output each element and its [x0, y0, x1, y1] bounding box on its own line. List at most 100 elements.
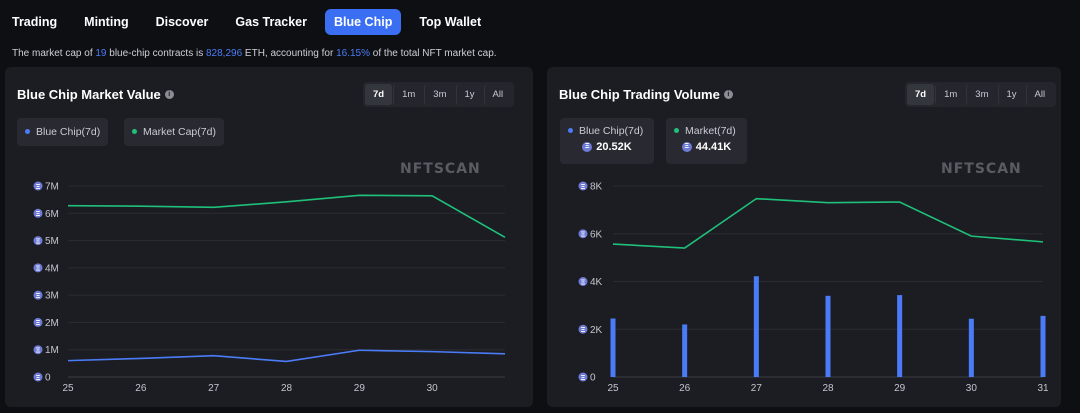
range-7d-button[interactable]: 7d [365, 84, 393, 105]
eth-icon [33, 372, 43, 382]
legend-dot [25, 128, 30, 134]
range-3m-button[interactable]: 3m [966, 84, 996, 105]
panel-title: Blue Chip Trading Volume i [559, 87, 733, 102]
nav-tab-blue-chip[interactable]: Blue Chip [325, 9, 402, 35]
eth-icon [33, 345, 43, 355]
eth-icon [578, 372, 588, 382]
legend-dot [568, 127, 573, 133]
volume-bar [968, 318, 974, 377]
eth-icon [578, 229, 588, 239]
y-tick-label: 4M [45, 263, 59, 274]
eth-icon: Ξ [581, 375, 586, 382]
blue-chip-summary: The market cap of 19 blue-chip contracts… [12, 48, 497, 59]
time-range-selector: 7d 1m 3m 1y All [905, 82, 1057, 107]
legend-market-cap[interactable]: Market Cap(7d) [124, 118, 224, 146]
legend-value: 20.52K [596, 141, 632, 153]
volume-bar [1040, 315, 1046, 377]
y-tick-label: 8K [590, 182, 603, 193]
eth-icon: Ξ [582, 142, 593, 152]
y-tick-label: 6M [45, 209, 59, 220]
info-icon[interactable]: i [164, 90, 174, 99]
volume-bar [753, 276, 759, 377]
y-tick-label: 5M [45, 236, 59, 247]
legend-blue-chip[interactable]: Blue Chip(7d) [17, 118, 109, 146]
top-nav: Trading Minting Discover Gas Tracker Blue Ch… [0, 9, 499, 35]
nav-tab-discover[interactable]: Discover [155, 15, 209, 29]
x-tick-label: 29 [894, 383, 906, 394]
range-1y-button[interactable]: 1y [997, 84, 1025, 105]
eth-icon [33, 317, 43, 327]
y-tick-label: 3M [45, 291, 59, 302]
range-7d-button[interactable]: 7d [907, 84, 935, 105]
eth-icon: Ξ [681, 142, 692, 152]
x-tick-label: 29 [354, 383, 366, 394]
nav-tab-top-wallet[interactable]: Top Wallet [419, 15, 482, 29]
series-line-market-cap-d- [67, 194, 506, 238]
eth-icon: Ξ [36, 184, 41, 191]
eth-icon: Ξ [36, 293, 41, 300]
y-tick-label: 2K [590, 325, 603, 336]
eth-icon: Ξ [36, 348, 41, 355]
summary-text: ETH, accounting for [242, 48, 337, 59]
legend-label: Market Cap(7d) [143, 126, 216, 138]
y-tick-label: 4K [590, 277, 603, 288]
eth-icon [578, 181, 588, 191]
x-tick-label: 27 [751, 383, 763, 394]
nav-tab-minting[interactable]: Minting [84, 15, 129, 29]
eth-icon [578, 277, 588, 286]
nftscan-watermark: NFTSCAN [400, 161, 481, 177]
legend-label: Blue Chip(7d) [579, 125, 644, 137]
range-3m-button[interactable]: 3m [424, 84, 454, 105]
nav-tab-trading[interactable]: Trading [12, 15, 58, 29]
summary-text: blue-chip contracts is [106, 48, 206, 59]
eth-icon [33, 263, 43, 273]
legend-blue-chip[interactable]: Blue Chip(7d) Ξ 20.52K [560, 118, 654, 164]
time-range-selector: 7d 1m 3m 1y All [363, 82, 515, 107]
eth-icon [33, 208, 43, 218]
summary-eth: 828,296 [206, 48, 243, 59]
legend-label: Market(7d) [685, 125, 736, 137]
eth-icon [33, 236, 43, 246]
summary-text: of the total NFT market cap. [370, 48, 497, 59]
y-tick-label: 0 [590, 373, 596, 384]
y-tick-label: 2M [45, 318, 59, 329]
x-tick-label: 30 [427, 383, 439, 394]
x-tick-label: 26 [679, 383, 691, 394]
y-tick-label: 7M [45, 182, 59, 193]
range-1m-button[interactable]: 1m [935, 84, 965, 105]
range-all-button[interactable]: All [1025, 84, 1054, 105]
eth-icon: Ξ [581, 327, 586, 334]
eth-icon: Ξ [581, 184, 586, 191]
volume-bar [825, 295, 831, 377]
x-tick-label: 28 [281, 383, 293, 394]
panel-title-text: Blue Chip Market Value [17, 87, 161, 102]
range-1y-button[interactable]: 1y [455, 84, 483, 105]
x-tick-label: 26 [135, 383, 147, 394]
eth-icon: Ξ [36, 211, 41, 218]
eth-icon [33, 181, 43, 191]
series-line-blue-chip-d- [67, 349, 506, 363]
x-tick-label: 25 [607, 383, 619, 394]
summary-count: 19 [95, 48, 107, 59]
info-icon[interactable]: i [723, 90, 733, 99]
eth-icon: Ξ [36, 266, 41, 273]
nav-tab-gas-tracker[interactable]: Gas Tracker [235, 15, 307, 29]
range-1m-button[interactable]: 1m [393, 84, 423, 105]
panel-title: Blue Chip Market Value i [17, 87, 174, 102]
eth-icon: Ξ [581, 279, 586, 286]
y-tick-label: 1M [45, 345, 59, 356]
volume-bar [610, 318, 616, 377]
range-all-button[interactable]: All [483, 84, 512, 105]
series-line-market-d- [612, 197, 1044, 249]
legend-market[interactable]: Market(7d) Ξ 44.41K [666, 118, 747, 164]
legend-label: Blue Chip(7d) [36, 126, 101, 138]
eth-icon: Ξ [36, 375, 41, 382]
nftscan-watermark: NFTSCAN [941, 161, 1022, 177]
y-tick-label: 0 [45, 373, 51, 384]
eth-icon [578, 324, 588, 334]
eth-icon: Ξ [581, 232, 586, 239]
x-tick-label: 31 [1037, 383, 1049, 394]
x-tick-label: 27 [208, 383, 220, 394]
